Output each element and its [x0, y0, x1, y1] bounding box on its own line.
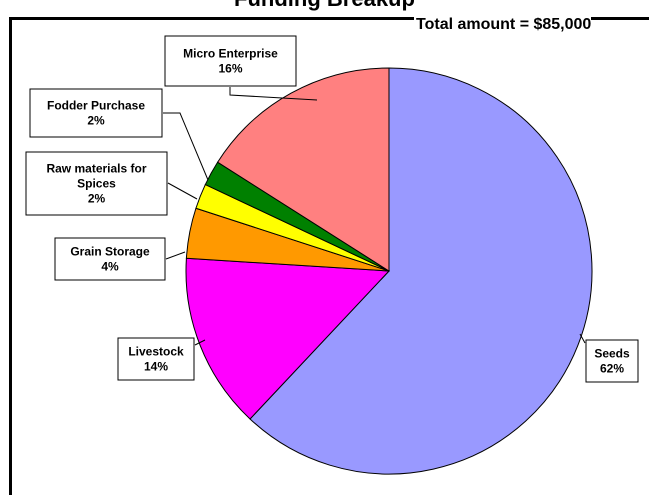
leader-line-grain-storage — [165, 251, 186, 260]
data-label-category: Grain Storage — [70, 245, 150, 259]
data-label-category: Micro Enterprise — [183, 47, 278, 61]
leader-line-fodder-purchase — [163, 112, 209, 181]
total-amount-label: Total amount = $85,000 — [414, 16, 592, 34]
data-label-box — [585, 339, 639, 383]
chart-title-area: Funding Breakup — [0, 0, 649, 20]
data-label-percent: 16% — [218, 62, 242, 76]
pie-slice-livestock — [185, 257, 391, 420]
data-label-percent: 62% — [600, 362, 624, 376]
leader-line-livestock — [194, 339, 206, 346]
leader-line-seeds — [579, 333, 586, 344]
data-label-box — [29, 88, 163, 138]
data-label-percent: 2% — [87, 114, 105, 128]
data-label-category: Spices — [77, 177, 116, 191]
pie-slice-micro-enterprise — [216, 67, 390, 272]
data-label-box — [54, 237, 166, 281]
data-label-percent: 2% — [88, 192, 106, 206]
leader-line-raw-materials-for-spices — [167, 182, 198, 200]
data-label-category: Raw materials for — [46, 162, 146, 176]
pie-slice-seeds — [249, 67, 593, 475]
data-label-category: Livestock — [128, 345, 184, 359]
data-label-box — [164, 35, 297, 87]
data-label-category: Seeds — [594, 347, 630, 361]
data-label-box — [25, 151, 168, 216]
leader-line-micro-enterprise — [229, 87, 318, 101]
data-label-category: Fodder Purchase — [47, 99, 145, 113]
data-label-box — [117, 337, 195, 381]
data-label-percent: 14% — [144, 360, 168, 374]
data-label-percent: 4% — [101, 260, 119, 274]
chart-title: Funding Breakup — [0, 0, 649, 12]
